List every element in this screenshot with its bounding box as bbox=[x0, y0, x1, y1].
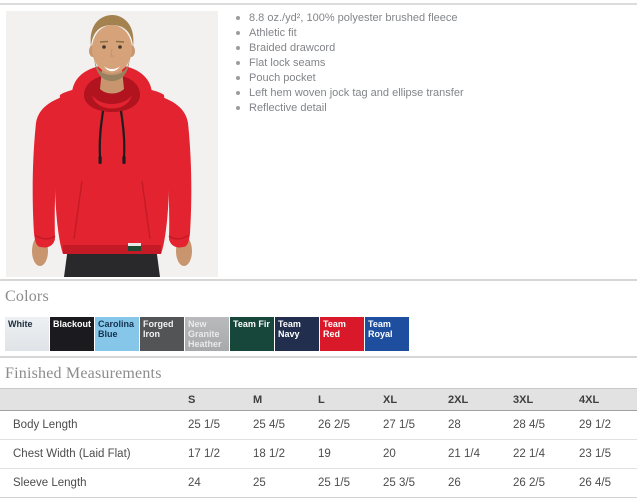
color-swatch-blackout[interactable]: Blackout bbox=[50, 317, 94, 351]
size-column-header: M bbox=[246, 388, 311, 411]
colors-heading: Colors bbox=[5, 288, 49, 305]
measurement-row-label: Sleeve Length bbox=[0, 468, 181, 498]
measurement-value: 22 1/4 bbox=[506, 439, 572, 469]
measurement-value: 25 1/5 bbox=[311, 468, 376, 498]
table-header-row: S M L XL 2XL 3XL 4XL bbox=[0, 388, 637, 411]
measurement-value: 25 1/5 bbox=[181, 410, 246, 440]
color-swatch-carolina-blue[interactable]: Carolina Blue bbox=[95, 317, 139, 351]
measurement-row-label: Body Length bbox=[0, 410, 181, 440]
measurement-value: 29 1/2 bbox=[572, 410, 637, 440]
bullet-icon bbox=[236, 61, 240, 65]
measurement-value: 26 2/5 bbox=[506, 468, 572, 498]
feature-text: Flat lock seams bbox=[249, 57, 326, 69]
measurement-value: 26 2/5 bbox=[311, 410, 376, 440]
feature-text: Left hem woven jock tag and ellipse tran… bbox=[249, 87, 464, 99]
measurement-value: 24 bbox=[181, 468, 246, 498]
colors-divider bbox=[0, 279, 637, 281]
feature-text: Pouch pocket bbox=[249, 72, 316, 84]
measurement-value: 18 1/2 bbox=[246, 439, 311, 469]
feature-text: Athletic fit bbox=[249, 27, 297, 39]
measurement-value: 26 4/5 bbox=[572, 468, 637, 498]
feature-text: Braided drawcord bbox=[249, 42, 336, 54]
bullet-icon bbox=[236, 31, 240, 35]
color-swatch-new-granite-heather[interactable]: New Granite Heather bbox=[185, 317, 229, 351]
table-row: Sleeve Length 24 25 25 1/5 25 3/5 26 26 … bbox=[0, 468, 637, 498]
measurement-value: 19 bbox=[311, 439, 376, 469]
hoodie-model-illustration bbox=[6, 11, 218, 277]
top-divider bbox=[0, 3, 637, 5]
color-swatch-team-royal[interactable]: Team Royal bbox=[365, 317, 409, 351]
measurement-value: 21 1/4 bbox=[441, 439, 506, 469]
measurement-value: 28 bbox=[441, 410, 506, 440]
measurement-row-label: Chest Width (Laid Flat) bbox=[0, 439, 181, 469]
feature-text: 8.8 oz./yd², 100% polyester brushed flee… bbox=[249, 12, 458, 24]
size-column-header: XL bbox=[376, 388, 441, 411]
bullet-icon bbox=[236, 46, 240, 50]
size-column-header: 4XL bbox=[572, 388, 637, 411]
table-row: Chest Width (Laid Flat) 17 1/2 18 1/2 19… bbox=[0, 439, 637, 469]
size-column-spacer bbox=[0, 388, 181, 411]
color-swatch-white[interactable]: White bbox=[5, 317, 49, 351]
bullet-icon bbox=[236, 16, 240, 20]
measurements-table: S M L XL 2XL 3XL 4XL Body Length 25 1/5 … bbox=[0, 388, 637, 498]
feature-item: Braided drawcord bbox=[236, 42, 632, 54]
size-column-header: S bbox=[181, 388, 246, 411]
feature-item: Left hem woven jock tag and ellipse tran… bbox=[236, 87, 632, 99]
feature-item: Pouch pocket bbox=[236, 72, 632, 84]
measurement-value: 26 bbox=[441, 468, 506, 498]
bullet-icon bbox=[236, 106, 240, 110]
color-swatch-team-navy[interactable]: Team Navy bbox=[275, 317, 319, 351]
feature-list: 8.8 oz./yd², 100% polyester brushed flee… bbox=[236, 12, 632, 117]
color-swatch-team-fir[interactable]: Team Fir bbox=[230, 317, 274, 351]
measurement-value: 25 3/5 bbox=[376, 468, 441, 498]
measurement-value: 25 bbox=[246, 468, 311, 498]
jock-tag bbox=[128, 243, 141, 251]
measurement-value: 17 1/2 bbox=[181, 439, 246, 469]
feature-item: 8.8 oz./yd², 100% polyester brushed flee… bbox=[236, 12, 632, 24]
color-swatch-team-red[interactable]: Team Red bbox=[320, 317, 364, 351]
size-column-header: 2XL bbox=[441, 388, 506, 411]
color-swatch-list: White Blackout Carolina Blue Forged Iron… bbox=[5, 317, 409, 351]
measurements-heading: Finished Measurements bbox=[5, 365, 162, 382]
measurement-value: 28 4/5 bbox=[506, 410, 572, 440]
measurement-value: 20 bbox=[376, 439, 441, 469]
bullet-icon bbox=[236, 76, 240, 80]
feature-item: Athletic fit bbox=[236, 27, 632, 39]
feature-text: Reflective detail bbox=[249, 102, 327, 114]
measurement-value: 27 1/5 bbox=[376, 410, 441, 440]
feature-item: Flat lock seams bbox=[236, 57, 632, 69]
bullet-icon bbox=[236, 91, 240, 95]
feature-item: Reflective detail bbox=[236, 102, 632, 114]
measurements-divider bbox=[0, 356, 637, 358]
color-swatch-forged-iron[interactable]: Forged Iron bbox=[140, 317, 184, 351]
product-photo[interactable] bbox=[6, 11, 218, 277]
table-row: Body Length 25 1/5 25 4/5 26 2/5 27 1/5 … bbox=[0, 410, 637, 440]
measurement-value: 25 4/5 bbox=[246, 410, 311, 440]
size-column-header: 3XL bbox=[506, 388, 572, 411]
size-column-header: L bbox=[311, 388, 376, 411]
measurement-value: 23 1/5 bbox=[572, 439, 637, 469]
